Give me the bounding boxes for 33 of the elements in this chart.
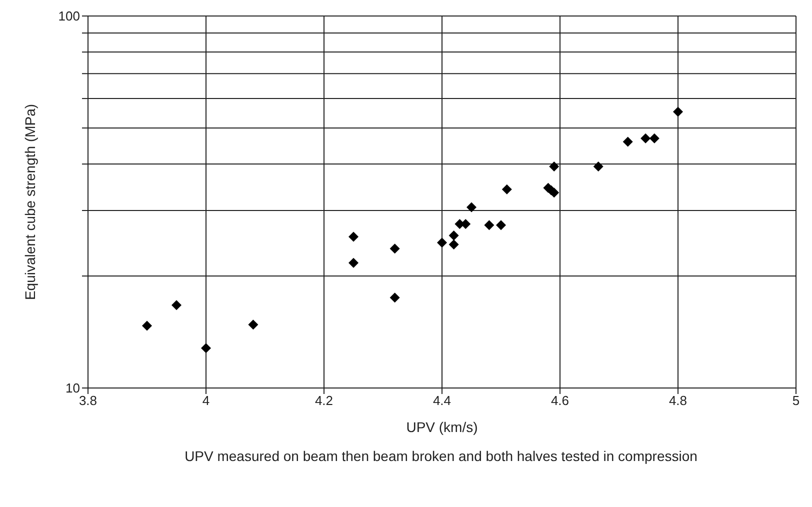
- point: [172, 300, 182, 310]
- point: [448, 240, 459, 250]
- point: [622, 136, 633, 147]
- y-axis-title: Equivalent cube strength (MPa): [22, 104, 38, 300]
- point: [448, 230, 459, 241]
- point: [437, 238, 447, 248]
- x-tick-label: 4.2: [314, 393, 334, 408]
- point: [673, 106, 683, 117]
- x-tick-label: 4.6: [550, 393, 570, 408]
- point: [593, 161, 604, 172]
- point: [502, 184, 512, 194]
- point: [549, 161, 560, 172]
- point: [640, 133, 651, 144]
- point: [390, 292, 400, 303]
- y-tick-label: 100: [58, 8, 80, 24]
- point: [390, 244, 400, 254]
- x-tick-label: 4.4: [432, 393, 452, 408]
- point: [348, 232, 358, 242]
- point: [484, 220, 494, 230]
- point: [142, 320, 152, 331]
- text: UPV measured on beam then beam broken and both halves tested in compression: [184, 448, 698, 464]
- x-tick-label: 4: [202, 393, 210, 408]
- point: [248, 320, 258, 330]
- x-axis-title: UPV (km/s): [406, 419, 478, 435]
- x-tick-label: 5: [792, 393, 800, 408]
- point: [348, 258, 358, 268]
- y-tick-label: 10: [66, 380, 80, 396]
- x-tick-label: 3.8: [78, 393, 98, 408]
- point: [201, 343, 211, 354]
- point: [649, 133, 660, 144]
- x-tick-label: 4.8: [668, 393, 688, 408]
- point: [466, 202, 476, 212]
- point: [496, 220, 506, 230]
